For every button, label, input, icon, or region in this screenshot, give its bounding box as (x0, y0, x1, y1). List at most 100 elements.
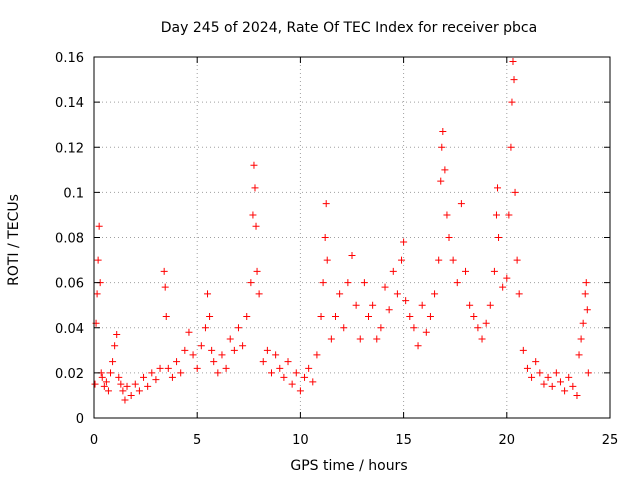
data-point (111, 342, 119, 350)
data-point (327, 335, 335, 343)
data-point (499, 283, 507, 291)
data-point (91, 380, 99, 388)
x-tick-label: 25 (602, 433, 619, 448)
data-point (582, 279, 590, 287)
data-point (253, 267, 261, 275)
data-point (210, 358, 218, 366)
data-point (438, 143, 446, 151)
data-point (107, 369, 115, 377)
data-point (453, 279, 461, 287)
data-point (494, 184, 502, 192)
data-point (513, 256, 521, 264)
data-point (321, 234, 329, 241)
data-point (144, 382, 152, 390)
data-point (410, 324, 418, 332)
data-point (528, 373, 536, 381)
data-point (474, 324, 482, 332)
data-point (208, 346, 216, 354)
data-point (161, 283, 169, 291)
data-point (247, 279, 255, 287)
data-point (373, 335, 381, 343)
x-tick-label: 15 (395, 433, 412, 448)
data-point (148, 369, 156, 377)
y-tick-label: 0.06 (55, 277, 84, 292)
data-point (385, 306, 393, 314)
data-point (552, 369, 560, 377)
data-point (102, 378, 110, 386)
data-point (482, 319, 490, 327)
data-point (173, 358, 181, 366)
data-point (490, 267, 498, 275)
data-point (249, 211, 257, 219)
data-point (206, 312, 214, 320)
data-point (160, 267, 168, 275)
data-points (91, 58, 592, 404)
data-point (414, 342, 422, 350)
data-point (140, 373, 148, 381)
data-point (431, 290, 439, 298)
data-point (519, 346, 527, 354)
data-point (168, 373, 176, 381)
data-point (540, 380, 548, 388)
data-point (515, 290, 523, 298)
data-point (449, 256, 457, 264)
data-point (288, 380, 296, 388)
data-point (243, 312, 251, 320)
x-tick-label: 5 (193, 433, 201, 448)
data-point (284, 358, 292, 366)
data-point (98, 373, 106, 381)
data-point (583, 306, 591, 314)
data-point (204, 290, 212, 298)
data-point (189, 351, 197, 359)
data-point (276, 364, 284, 372)
plot-frame (93, 56, 611, 419)
data-point (263, 346, 271, 354)
data-point (115, 373, 123, 381)
data-point (156, 364, 164, 372)
data-point (573, 391, 581, 399)
data-point (418, 301, 426, 309)
y-tick-label: 0.14 (55, 96, 84, 111)
data-point (185, 328, 193, 336)
y-tick-label: 0.16 (55, 51, 84, 66)
data-point (369, 301, 377, 309)
data-point (381, 283, 389, 291)
data-point (360, 279, 368, 287)
data-point (239, 342, 247, 350)
data-point (443, 211, 451, 219)
data-point (495, 234, 503, 241)
data-point (197, 342, 205, 350)
data-point (94, 256, 102, 264)
data-point (309, 378, 317, 386)
data-point (503, 274, 511, 282)
data-point (470, 312, 478, 320)
data-point (162, 312, 170, 320)
data-point (234, 324, 242, 332)
data-point (177, 369, 185, 377)
data-point (511, 188, 519, 196)
data-point (109, 358, 117, 366)
chart-title: Day 245 of 2024, Rate Of TEC Index for r… (161, 20, 537, 36)
data-point (123, 382, 131, 390)
data-point (548, 382, 556, 390)
data-point (393, 290, 401, 298)
data-point (268, 369, 276, 377)
data-point (441, 166, 449, 174)
data-point (119, 387, 127, 395)
grid-lines (94, 57, 610, 418)
data-point (226, 335, 234, 343)
data-point (536, 369, 544, 377)
data-point (272, 351, 280, 359)
data-point (584, 369, 592, 377)
data-point (181, 346, 189, 354)
x-tick-label: 20 (499, 433, 516, 448)
data-point (100, 382, 108, 390)
data-point (579, 319, 587, 327)
data-point (218, 351, 226, 359)
data-point (510, 76, 518, 84)
data-point (251, 184, 259, 192)
data-point (152, 376, 160, 384)
data-point (117, 380, 125, 388)
data-point (437, 177, 445, 185)
